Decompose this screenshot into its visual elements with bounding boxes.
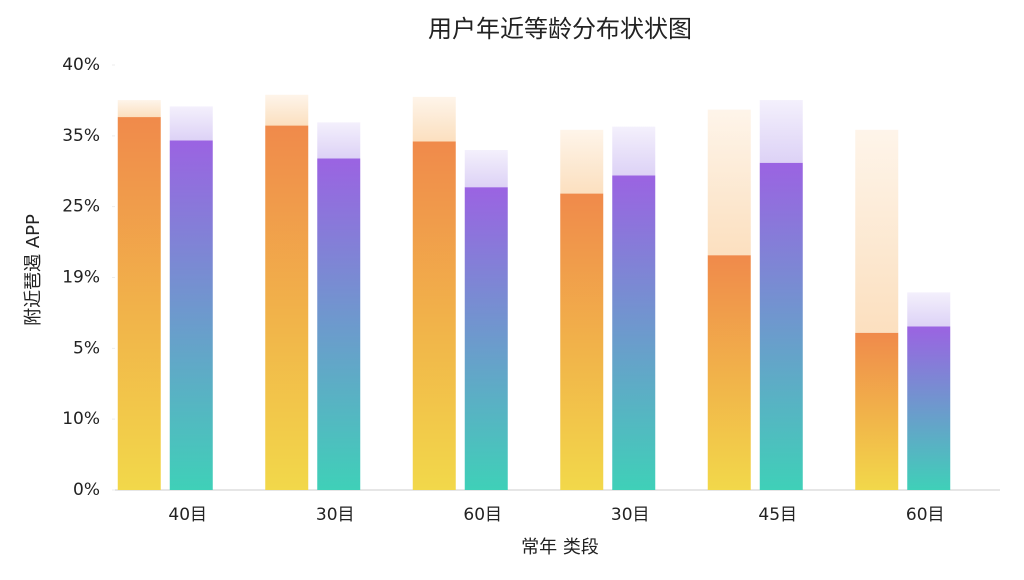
y-tick-label: 25% bbox=[62, 197, 100, 217]
x-tick-label: 30目 bbox=[316, 505, 355, 525]
bar-segment bbox=[265, 125, 309, 490]
y-axis-label: 附近琶遏 APP bbox=[23, 214, 44, 326]
bar-segment bbox=[169, 140, 213, 490]
bar-segment bbox=[117, 117, 161, 490]
bar-segment bbox=[412, 141, 456, 490]
bar-segment bbox=[169, 106, 213, 141]
y-tick-label: 40% bbox=[62, 55, 100, 75]
bar-segment bbox=[612, 126, 656, 176]
bar-segment bbox=[612, 175, 656, 490]
bar-segment bbox=[907, 292, 951, 327]
y-tick-label: 0% bbox=[73, 480, 100, 500]
bar-segment bbox=[117, 100, 161, 118]
x-tick-label: 30目 bbox=[611, 505, 650, 525]
bar-segment bbox=[759, 162, 803, 490]
bar-segment bbox=[560, 193, 604, 490]
bar-segment bbox=[265, 94, 309, 126]
bar-segment bbox=[317, 122, 361, 159]
bar-segment bbox=[412, 96, 456, 142]
bar-segment bbox=[464, 187, 508, 490]
x-tick-label: 45目 bbox=[758, 505, 797, 525]
bar-segment bbox=[759, 100, 803, 163]
bar-segment bbox=[855, 129, 899, 333]
bar-segment bbox=[560, 129, 604, 194]
x-tick-label: 40目 bbox=[168, 505, 207, 525]
bar-segment bbox=[855, 332, 899, 490]
x-axis-label: 常年 类段 bbox=[521, 537, 599, 558]
bar-segment bbox=[907, 326, 951, 490]
y-tick-label: 10% bbox=[62, 409, 100, 429]
bar-segment bbox=[707, 109, 751, 256]
y-tick-label: 35% bbox=[62, 126, 100, 146]
chart-title: 用户年近等龄分布状状图 bbox=[428, 15, 692, 43]
y-tick-label: 19% bbox=[62, 268, 100, 288]
x-tick-label: 60目 bbox=[463, 505, 502, 525]
y-tick-label: 5% bbox=[73, 338, 100, 358]
bar-segment bbox=[707, 255, 751, 490]
x-tick-label: 60目 bbox=[906, 505, 945, 525]
bar-segment bbox=[464, 150, 508, 188]
bar-segment bbox=[317, 158, 361, 490]
